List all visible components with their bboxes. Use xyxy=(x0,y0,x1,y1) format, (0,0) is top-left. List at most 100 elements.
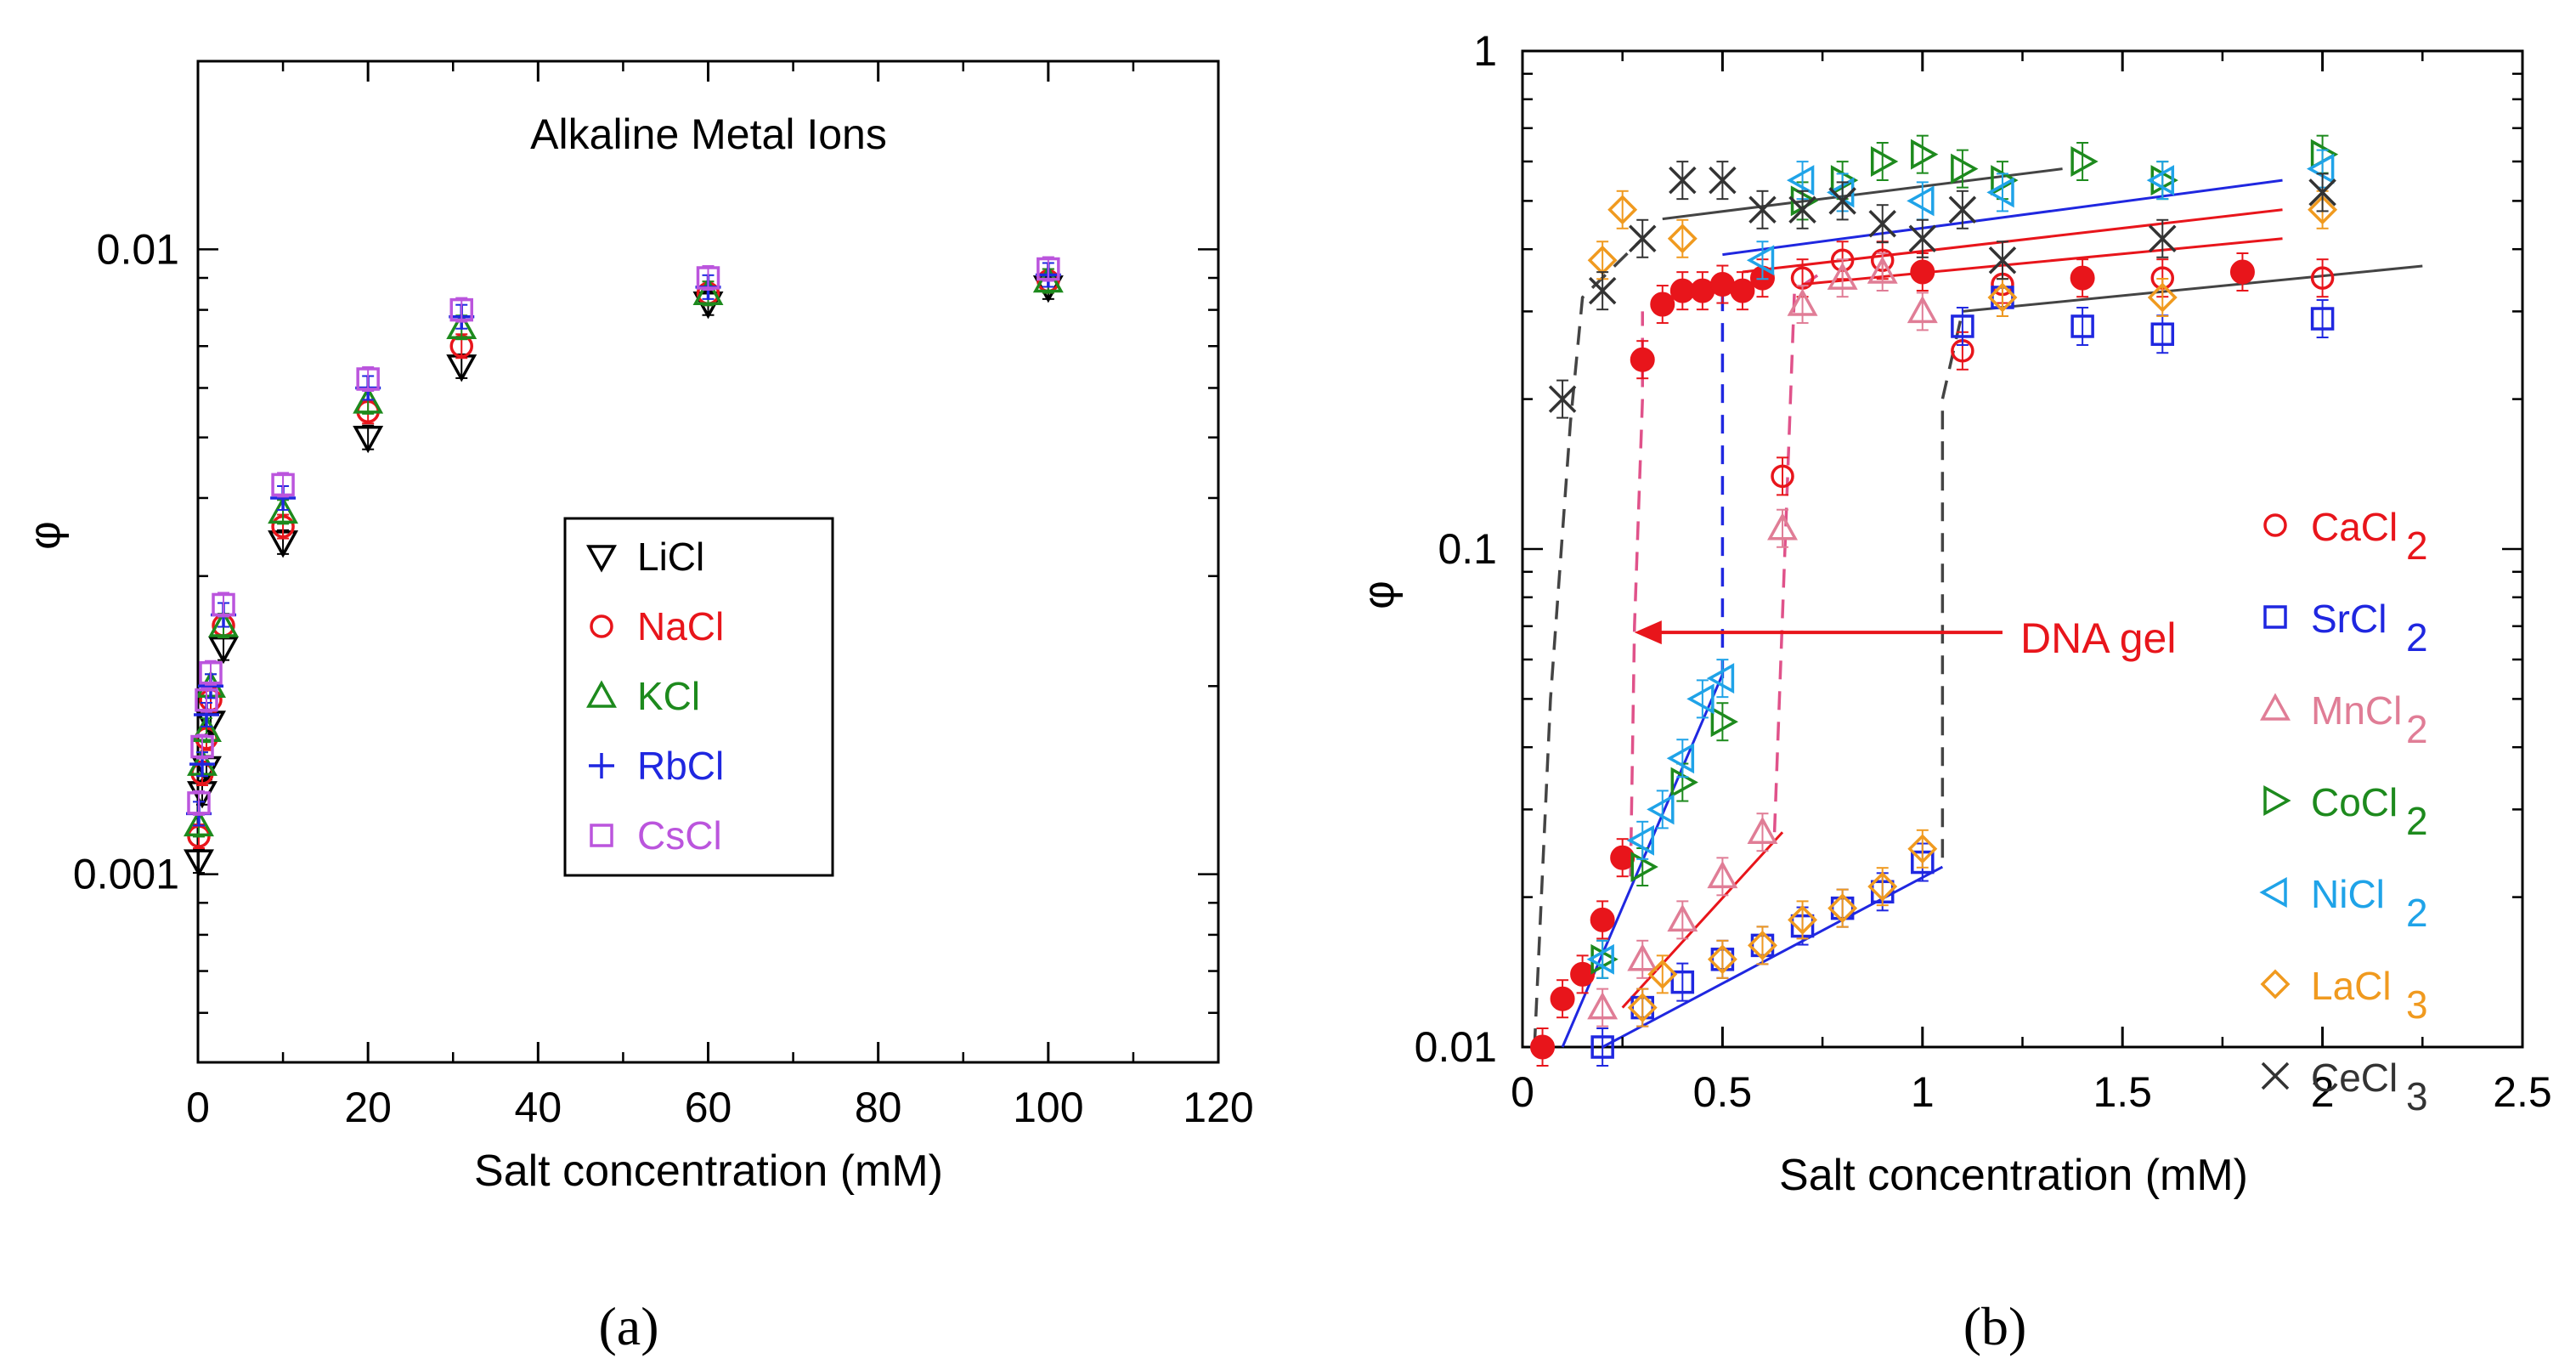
data-point xyxy=(356,367,380,391)
data-point-d2 xyxy=(1948,195,1977,224)
data-point-filled xyxy=(1630,347,1655,372)
data-point xyxy=(1788,195,1816,224)
panel-b-series-mncl xyxy=(1587,252,1938,1028)
data-point-shape xyxy=(1786,165,1815,196)
data-point xyxy=(1786,165,1815,196)
data-point-shape xyxy=(1670,767,1698,798)
data-point-shape xyxy=(1787,288,1818,316)
data-point-shape xyxy=(212,592,235,617)
data-point xyxy=(1670,970,1695,994)
data-point xyxy=(1667,903,1698,932)
panel-b-legend-marker-cecl-d2 xyxy=(2261,1061,2290,1090)
upper-fit-line xyxy=(1722,178,2283,257)
data-point xyxy=(1868,209,1896,238)
panel-a-x-tick-label: 80 xyxy=(855,1084,902,1131)
data-point-d2 xyxy=(1748,195,1777,224)
data-point-shape xyxy=(1986,177,2014,208)
data-point-shape xyxy=(1607,195,1638,225)
panel-b-legend-marker-srcl-shape xyxy=(2263,605,2287,629)
data-point xyxy=(2070,146,2099,177)
data-point-filled xyxy=(1590,907,1615,932)
data-point xyxy=(1908,224,1937,253)
panel-a-ticks: 0 20 40 60 80 100 120 0.001 0.01 xyxy=(73,59,1254,1131)
panel-b-legend-marker-cocl xyxy=(2263,785,2291,816)
data-point xyxy=(353,425,384,454)
data-point xyxy=(1627,993,1658,1023)
data-point-shape xyxy=(1746,245,1775,276)
panel-b-series-cacl xyxy=(1530,241,2335,1067)
panel-a-x-tick-label: 40 xyxy=(515,1084,562,1131)
data-point-filled xyxy=(1570,961,1596,987)
data-point-shape xyxy=(1911,139,1939,170)
data-point xyxy=(1548,385,1577,413)
panel-b-marks xyxy=(1530,134,2339,1067)
data-point xyxy=(1767,512,1798,541)
panel-b-x-tick-label: 2.5 xyxy=(2493,1068,2552,1116)
panel-b-x-tick-label: 2 xyxy=(2311,1068,2335,1116)
data-point-shape xyxy=(1827,262,1858,290)
data-point-shape xyxy=(2306,153,2335,184)
panel-b-legend-label-srcl: SrCl xyxy=(2311,597,2387,641)
panel-b-y-axis-label: φ xyxy=(1354,580,1404,609)
data-point-filled xyxy=(1610,845,1635,870)
la-fit-line xyxy=(1962,264,2423,313)
data-point-shape xyxy=(1630,852,1658,883)
data-point-shape xyxy=(1788,904,1818,935)
panel-a-legend-label-cscl: CsCl xyxy=(637,813,722,858)
panel-a-legend-marker-kcl xyxy=(586,680,617,708)
mn-fit-line xyxy=(1621,831,1784,1009)
data-point-shape xyxy=(1707,860,1738,889)
data-point-filled xyxy=(1530,1034,1556,1060)
panel-a-legend-marker-licl-shape xyxy=(586,545,617,573)
data-point-shape xyxy=(353,425,384,454)
panel-b-legend-marker-cecl xyxy=(2261,1061,2290,1090)
data-point-shape xyxy=(1647,959,1678,989)
panel-b-legend-subscript-mncl: 2 xyxy=(2406,707,2428,751)
data-point-shape xyxy=(1987,282,2018,313)
data-point xyxy=(1607,195,1638,225)
data-point xyxy=(2306,153,2335,184)
data-point xyxy=(1986,177,2014,208)
panel-b-legend-marker-mncl-shape xyxy=(2260,693,2291,721)
data-point-d2 xyxy=(1908,224,1937,253)
data-point-filled xyxy=(1650,292,1675,317)
panel-b-x-tick-label: 1 xyxy=(1911,1068,1935,1116)
data-point xyxy=(268,495,299,524)
data-point xyxy=(2147,282,2178,313)
data-point xyxy=(1951,314,1974,338)
panel-b-series-lacl xyxy=(1587,190,2338,1028)
data-point-shape xyxy=(2070,314,2094,338)
mn-dashed-transition xyxy=(1772,270,1824,833)
data-point xyxy=(1907,834,1938,864)
data-point xyxy=(1747,816,1778,844)
data-point xyxy=(1907,295,1938,324)
data-point-shape xyxy=(1951,153,1979,184)
data-point-shape xyxy=(184,849,214,877)
panel-a-legend-marker-nacl-shape xyxy=(590,614,613,638)
panel-a-legend-label-rbcl: RbCl xyxy=(637,744,724,788)
data-point-shape xyxy=(2310,307,2335,331)
data-point-shape xyxy=(353,386,384,414)
data-point-d2 xyxy=(1709,166,1737,195)
data-point xyxy=(2308,195,2338,225)
data-point-shape xyxy=(1627,993,1658,1023)
panel-b-legend-marker-mncl xyxy=(2260,693,2291,721)
panel-a-y-axis-label: φ xyxy=(20,521,70,550)
data-point xyxy=(1988,246,2017,275)
data-point-shape xyxy=(1707,944,1737,975)
data-point xyxy=(184,808,214,837)
panel-b-x-axis-label: Salt concentration (mM) xyxy=(1779,1151,2248,1200)
panel-b-legend-label-nicl: NiCl xyxy=(2311,872,2385,916)
data-point xyxy=(1586,943,1614,975)
panel-a-y-tick-label: 0.01 xyxy=(97,225,179,273)
data-point xyxy=(1710,706,1739,738)
panel-b-series-srcl xyxy=(1590,277,2335,1067)
panel-b-legend-marker-nicl-shape xyxy=(2259,877,2287,908)
panel-a-legend-marker-cscl-shape xyxy=(590,824,613,847)
data-point-shape xyxy=(187,791,211,815)
panel-b-legend-label-lacl: LaCl xyxy=(2311,964,2392,1008)
panel-a-x-tick-label: 60 xyxy=(685,1084,732,1131)
data-point-shape xyxy=(1670,970,1695,994)
data-point xyxy=(446,311,477,339)
